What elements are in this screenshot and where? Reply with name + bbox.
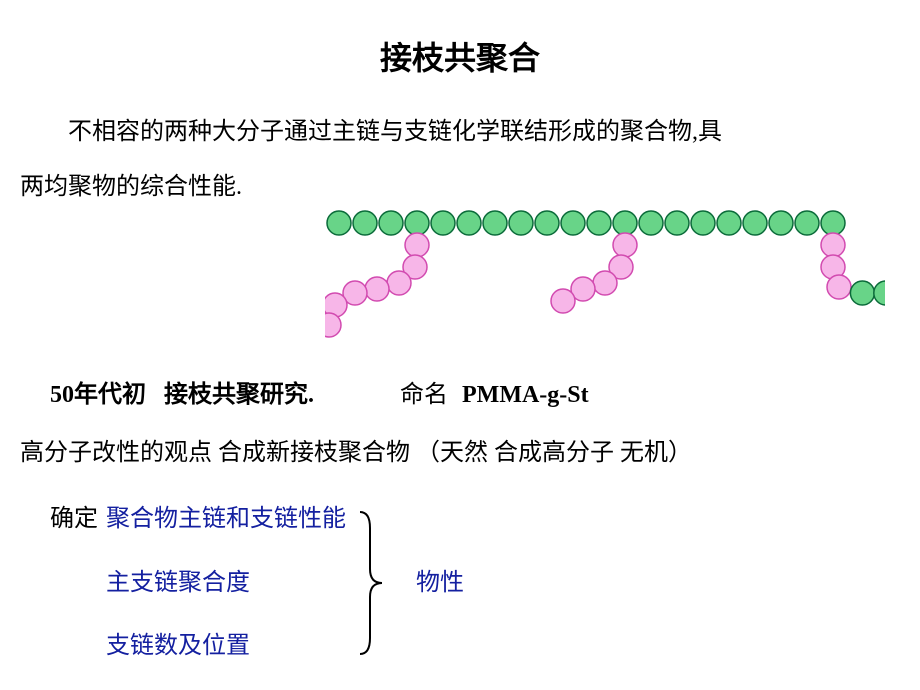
det-item-1: 聚合物主链和支链性能 <box>106 498 346 541</box>
naming-word: 命名 <box>400 382 448 408</box>
brace-icon <box>356 508 386 658</box>
naming-example: PMMA-g-St <box>462 382 589 408</box>
para1-line1: 不相容的两种大分子通过主链与支链化学联结形成的聚合物,具 <box>20 108 900 156</box>
naming-row: 50年代初 接枝共聚研究. 命名 PMMA-g-St <box>20 374 900 417</box>
page-title: 接枝共聚合 <box>20 30 900 88</box>
modification-row: 高分子改性的观点 合成新接枝聚合物 （天然 合成高分子 无机） <box>20 432 900 475</box>
det-item-2: 主支链聚合度 <box>106 562 346 605</box>
para1-line2: 两均聚物的综合性能. <box>20 166 242 209</box>
paragraph-1: 不相容的两种大分子通过主链与支链化学联结形成的聚合物,具 两均聚物的综合性能. <box>20 108 900 209</box>
determine-label: 确定 <box>50 490 98 541</box>
era-label: 50年代初 <box>50 382 146 408</box>
det-item-3: 支链数及位置 <box>106 625 346 668</box>
determine-block: 确定 聚合物主链和支链性能 主支链聚合度 支链数及位置 物性 <box>20 490 900 676</box>
graft-copolymer-diagram <box>325 209 900 354</box>
determine-list: 聚合物主链和支链性能 主支链聚合度 支链数及位置 <box>106 490 346 676</box>
research-label: 接枝共聚研究. <box>164 382 314 408</box>
property-label: 物性 <box>416 562 464 605</box>
